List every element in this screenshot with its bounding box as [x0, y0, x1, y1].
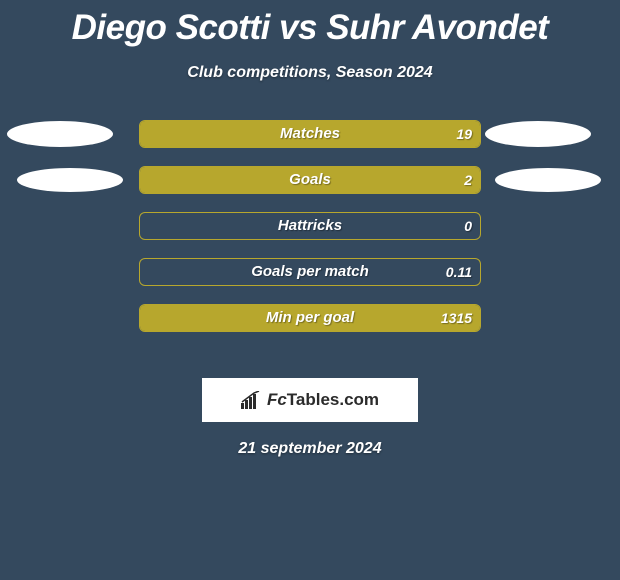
stat-bar: Hattricks0: [139, 212, 481, 240]
stat-bar: Goals2: [139, 166, 481, 194]
stat-label: Goals per match: [140, 259, 480, 285]
stat-bar-fill: [140, 305, 480, 331]
stat-value: 0.11: [446, 259, 472, 285]
left-player-marker: [17, 168, 123, 192]
stat-label: Hattricks: [140, 213, 480, 239]
stat-bar: Matches19: [139, 120, 481, 148]
comparison-chart: Matches19 Goals2 Hattricks0 Goals per match…: [0, 120, 620, 360]
subtitle: Club competitions, Season 2024: [0, 64, 620, 82]
date-text: 21 september 2024: [0, 440, 620, 458]
brand-badge: FcTables.com: [202, 378, 418, 422]
left-player-marker: [7, 121, 113, 147]
stat-row: Hattricks0: [0, 212, 620, 240]
stat-bar: Min per goal1315: [139, 304, 481, 332]
stat-bar: Goals per match0.11: [139, 258, 481, 286]
bar-chart-icon: [241, 391, 263, 409]
stat-row: Goals2: [0, 166, 620, 194]
stat-row: Matches19: [0, 120, 620, 148]
stat-bar-fill: [140, 121, 480, 147]
stat-bar-fill: [140, 167, 480, 193]
right-player-marker: [495, 168, 601, 192]
stat-row: Goals per match0.11: [0, 258, 620, 286]
brand-text: FcTables.com: [267, 390, 379, 410]
page-title: Diego Scotti vs Suhr Avondet: [0, 0, 620, 48]
stat-row: Min per goal1315: [0, 304, 620, 332]
stat-value: 0: [464, 213, 472, 239]
right-player-marker: [485, 121, 591, 147]
